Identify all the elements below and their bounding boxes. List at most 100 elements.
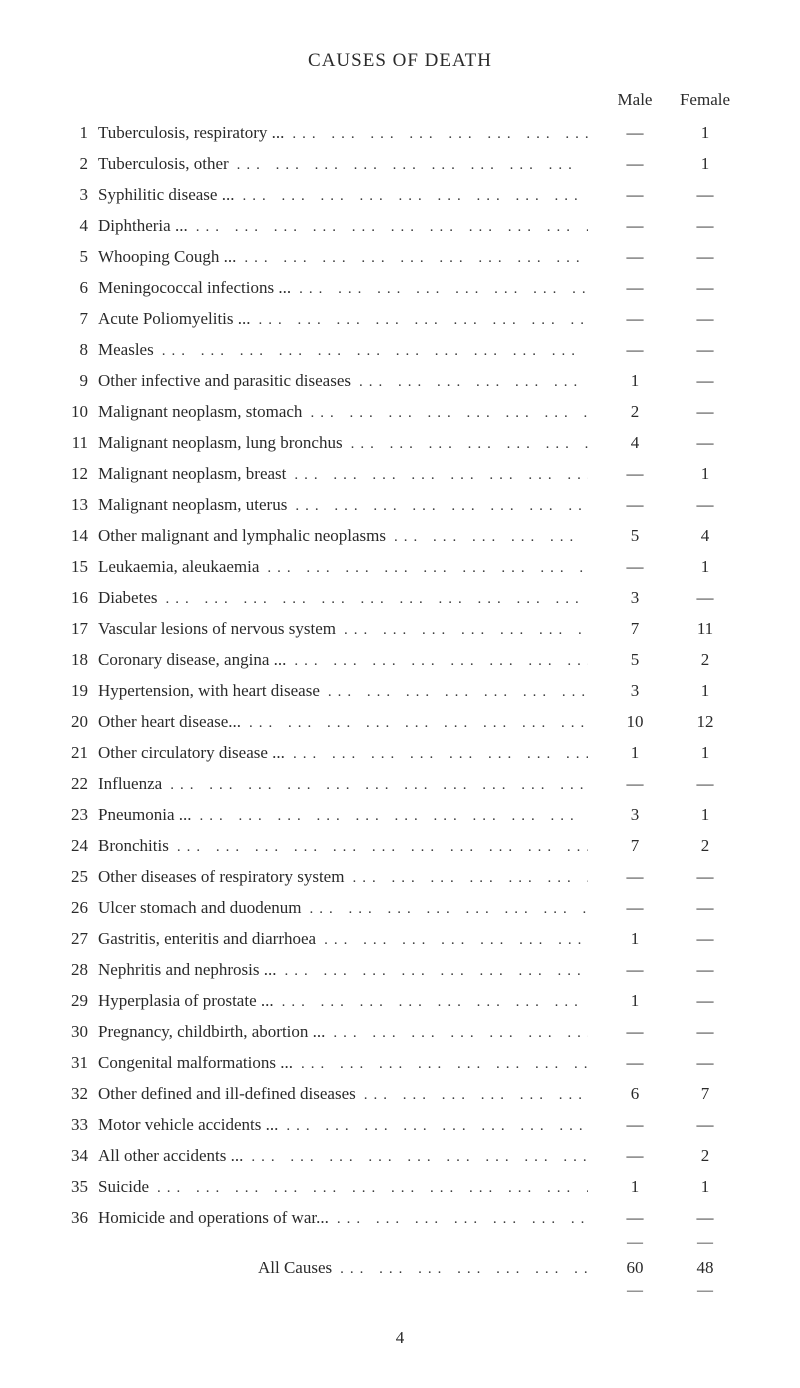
male-value: 1 [600, 742, 670, 764]
row-number: 29 [60, 990, 98, 1012]
row-label: Diphtheria ... [98, 215, 188, 237]
post-total-dashes: — — [60, 1282, 740, 1300]
table-row: 11Malignant neoplasm, lung bronchus... .… [60, 432, 740, 455]
leader-dots: ... ... ... ... ... ... ... ... ... ... … [229, 156, 588, 176]
leader-dots: ... ... ... ... ... ... ... ... ... ... … [344, 869, 588, 889]
row-number: 8 [60, 339, 98, 361]
female-value: — [670, 494, 740, 516]
row-number: 11 [60, 432, 98, 454]
row-label: Malignant neoplasm, stomach [98, 401, 302, 423]
female-value: — [670, 990, 740, 1012]
table-row: 36Homicide and operations of war...... .… [60, 1207, 740, 1230]
row-number: 10 [60, 401, 98, 423]
male-value: — [600, 1021, 670, 1043]
row-label: Malignant neoplasm, uterus [98, 494, 287, 516]
leader-dots: ... ... ... ... ... ... ... ... ... ... … [316, 931, 588, 951]
all-causes-row: All Causes ... ... ... ... ... ... ... .… [60, 1258, 740, 1278]
female-value: — [670, 1021, 740, 1043]
all-causes-male: 60 [600, 1258, 670, 1278]
row-number: 2 [60, 153, 98, 175]
female-value: 12 [670, 711, 740, 733]
leader-dots: ... ... ... ... ... ... ... ... ... ... … [329, 1210, 588, 1230]
leader-dots: ... ... ... ... ... ... ... ... ... ... … [274, 993, 588, 1013]
table-row: 22Influenza... ... ... ... ... ... ... .… [60, 773, 740, 796]
leader-dots: ... ... ... ... ... ... ... ... ... ... … [154, 342, 588, 362]
row-label: Ulcer stomach and duodenum [98, 897, 301, 919]
table-row: 13Malignant neoplasm, uterus... ... ... … [60, 494, 740, 517]
female-value: 1 [670, 680, 740, 702]
male-value: 1 [600, 1176, 670, 1198]
female-value: — [670, 897, 740, 919]
row-number: 22 [60, 773, 98, 795]
row-label: Other diseases of respiratory system [98, 866, 344, 888]
male-value: — [600, 1145, 670, 1167]
male-value: 10 [600, 711, 670, 733]
row-number: 25 [60, 866, 98, 888]
male-value: 1 [600, 928, 670, 950]
female-value: 1 [670, 463, 740, 485]
row-number: 16 [60, 587, 98, 609]
male-value: — [600, 122, 670, 144]
female-value: 1 [670, 122, 740, 144]
leader-dots: ... ... ... ... ... ... ... ... ... ... … [241, 714, 588, 734]
male-value: — [600, 184, 670, 206]
dash-cell: — [670, 1234, 740, 1252]
row-number: 32 [60, 1083, 98, 1105]
male-value: — [600, 556, 670, 578]
male-value: — [600, 246, 670, 268]
table-row: 6Meningococcal infections ...... ... ...… [60, 277, 740, 300]
row-number: 26 [60, 897, 98, 919]
row-number: 7 [60, 308, 98, 330]
table-row: 24Bronchitis... ... ... ... ... ... ... … [60, 835, 740, 858]
row-number: 1 [60, 122, 98, 144]
page-title: CAUSES OF DEATH [60, 50, 740, 72]
female-value: — [670, 587, 740, 609]
leader-dots: ... ... ... ... ... ... ... ... ... ... … [291, 280, 588, 300]
female-value: 4 [670, 525, 740, 547]
male-value: — [600, 1052, 670, 1074]
female-value: — [670, 1207, 740, 1229]
row-label: Gastritis, enteritis and diarrhoea [98, 928, 316, 950]
row-label: Tuberculosis, other [98, 153, 229, 175]
row-label: Coronary disease, angina ... [98, 649, 286, 671]
female-value: 2 [670, 1145, 740, 1167]
male-value: 2 [600, 401, 670, 423]
table-row: 9Other infective and parasitic diseases.… [60, 370, 740, 393]
row-number: 21 [60, 742, 98, 764]
leader-dots: ... ... ... ... ... ... ... ... ... ... … [293, 1055, 588, 1075]
data-rows: 1Tuberculosis, respiratory ...... ... ..… [60, 122, 740, 1230]
row-label: Pneumonia ... [98, 804, 192, 826]
table-row: 16Diabetes... ... ... ... ... ... ... ..… [60, 587, 740, 610]
row-label: Nephritis and nephrosis ... [98, 959, 276, 981]
row-number: 33 [60, 1114, 98, 1136]
row-number: 4 [60, 215, 98, 237]
female-value: — [670, 215, 740, 237]
leader-dots: ... ... ... ... ... ... ... ... ... ... … [278, 1117, 588, 1137]
leader-dots: ... ... ... ... ... ... ... ... ... ... … [301, 900, 588, 920]
leader-dots: ... ... ... ... ... ... ... ... ... ... … [286, 652, 588, 672]
row-number: 14 [60, 525, 98, 547]
leader-dots: ... ... ... ... ... ... ... ... ... ... … [259, 559, 588, 579]
female-value: — [670, 1052, 740, 1074]
female-value: 1 [670, 153, 740, 175]
row-label: Other defined and ill-defined diseases [98, 1083, 356, 1105]
male-value: — [600, 866, 670, 888]
male-value: 3 [600, 804, 670, 826]
female-value: 1 [670, 804, 740, 826]
female-value: — [670, 308, 740, 330]
leader-dots: ... ... ... ... ... ... ... ... ... ... … [287, 497, 588, 517]
female-value: — [670, 866, 740, 888]
leader-dots: ... ... ... ... ... ... ... ... ... ... … [351, 373, 588, 393]
row-label: Congenital malformations ... [98, 1052, 293, 1074]
table-row: 26Ulcer stomach and duodenum... ... ... … [60, 897, 740, 920]
leader-dots: ... ... ... ... ... ... ... ... ... ... … [386, 528, 588, 548]
row-label: Leukaemia, aleukaemia [98, 556, 259, 578]
header-male: Male [600, 90, 670, 110]
column-headers: Male Female [60, 90, 740, 110]
row-label: Influenza [98, 773, 162, 795]
leader-dots: ... ... ... ... ... ... ... ... ... ... … [332, 1261, 588, 1278]
table-row: 18Coronary disease, angina ...... ... ..… [60, 649, 740, 672]
leader-dots: ... ... ... ... ... ... ... ... ... ... … [157, 590, 588, 610]
table-row: 15Leukaemia, aleukaemia... ... ... ... .… [60, 556, 740, 579]
row-label: Syphilitic disease ... [98, 184, 234, 206]
